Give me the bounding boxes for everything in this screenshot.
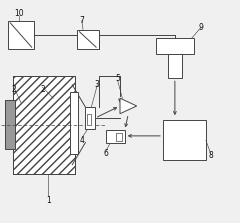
Bar (70, 92, 78, 154)
Bar (8, 21, 34, 50)
Text: 10: 10 (14, 10, 24, 19)
Bar (156, 38, 194, 54)
Text: 7: 7 (79, 16, 84, 25)
Bar (77, 29, 99, 50)
Bar (87, 114, 91, 125)
Bar (85, 107, 95, 129)
Bar (106, 130, 125, 142)
Bar (6, 100, 15, 149)
Text: 2: 2 (12, 85, 16, 94)
Text: 1: 1 (46, 196, 51, 205)
Text: 4: 4 (79, 136, 84, 145)
Bar (163, 120, 206, 160)
Bar (13, 76, 75, 173)
Bar (168, 54, 182, 78)
Text: 9: 9 (199, 23, 204, 32)
Text: 6: 6 (103, 149, 108, 158)
Bar (116, 133, 122, 141)
Text: 8: 8 (208, 151, 213, 160)
Polygon shape (120, 98, 137, 114)
Text: 3: 3 (95, 81, 100, 89)
Text: 5: 5 (115, 74, 120, 83)
Bar (13, 76, 75, 173)
Text: 2: 2 (40, 85, 45, 94)
